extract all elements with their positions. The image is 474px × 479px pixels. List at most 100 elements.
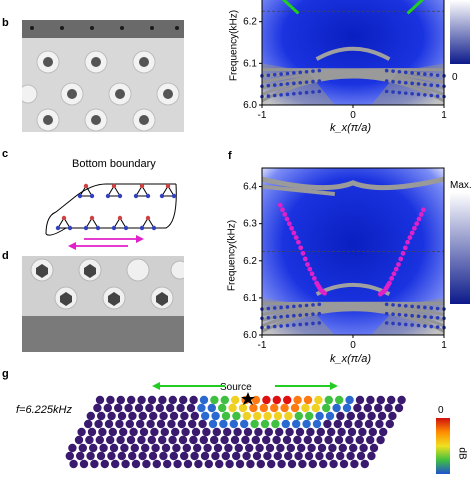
- boundary-schematic: [36, 172, 186, 252]
- top-plot-ylabel-wrap: Frequency(kHz): [225, 0, 239, 95]
- field-cell: [115, 420, 123, 428]
- bulk-dot: [391, 90, 395, 94]
- field-cell: [131, 444, 139, 452]
- bulk-dot: [436, 316, 440, 320]
- field-cell: [246, 460, 254, 468]
- field-cell: [214, 444, 222, 452]
- field-cell: [370, 444, 378, 452]
- field-cell: [180, 452, 188, 460]
- field-cell: [241, 436, 249, 444]
- field-cell: [114, 404, 122, 412]
- field-cell: [192, 428, 200, 436]
- field-cell: [263, 452, 271, 460]
- edge-state-point: [407, 235, 412, 240]
- field-cell: [170, 412, 178, 420]
- field-cell: [97, 452, 105, 460]
- field-cell: [323, 420, 331, 428]
- edge-state-point: [387, 281, 392, 286]
- field-map: [60, 378, 420, 474]
- field-cell: [178, 420, 186, 428]
- field-cell: [336, 452, 344, 460]
- field-cell: [376, 436, 384, 444]
- panel-label-c: c: [2, 148, 8, 160]
- field-cell: [213, 428, 221, 436]
- field-cell: [357, 452, 365, 460]
- field-cell: [361, 460, 369, 468]
- bottom-colorbar: [450, 192, 470, 304]
- field-cell: [304, 396, 312, 404]
- lattice-node: [68, 226, 72, 230]
- field-cell: [317, 428, 325, 436]
- edge-state-point: [291, 231, 296, 236]
- top-plot-ylabel: Frequency(kHz): [229, 1, 240, 91]
- bulk-dot: [267, 325, 271, 329]
- bulk-dot: [279, 324, 283, 328]
- bulk-dot: [404, 81, 408, 85]
- photo-lattice-top: [22, 20, 184, 132]
- panel-label-g: g: [2, 368, 9, 380]
- field-cell: [337, 428, 345, 436]
- field-cell: [358, 428, 366, 436]
- edge-state-point: [298, 245, 303, 250]
- y-tick-label: 6.3: [243, 219, 257, 230]
- bottom-colorbar-label: Max.: [450, 180, 472, 191]
- bulk-dot: [292, 82, 296, 86]
- field-cell: [302, 420, 310, 428]
- bulk-dot: [404, 313, 408, 317]
- field-cell: [94, 420, 102, 428]
- field-cell: [267, 460, 275, 468]
- field-cell: [228, 404, 236, 412]
- field-cell: [336, 412, 344, 420]
- field-cell: [343, 404, 351, 412]
- bulk-dot: [292, 92, 296, 96]
- bulk-dot: [404, 91, 408, 95]
- field-cell: [163, 460, 171, 468]
- field-cell: [170, 452, 178, 460]
- lattice-node: [140, 226, 144, 230]
- lattice-node: [140, 184, 144, 188]
- field-cell: [322, 404, 330, 412]
- bulk-dot: [391, 322, 395, 326]
- field-cell: [96, 436, 104, 444]
- field-cell: [127, 396, 135, 404]
- field-colorbar-tick: 0: [438, 405, 444, 416]
- field-cell: [120, 444, 128, 452]
- field-cell: [367, 452, 375, 460]
- field-cell: [296, 428, 304, 436]
- field-cell: [284, 412, 292, 420]
- field-cell: [262, 396, 270, 404]
- bulk-dot: [410, 71, 414, 75]
- bulk-dot: [298, 323, 302, 327]
- bulk-dot: [417, 93, 421, 97]
- field-cell: [312, 404, 320, 412]
- field-cell: [151, 444, 159, 452]
- field-cell: [107, 452, 115, 460]
- field-cell: [386, 420, 394, 428]
- field-cell: [194, 460, 202, 468]
- bulk-dot: [273, 315, 277, 319]
- y-tick-label: 6.1: [243, 58, 257, 69]
- field-cell: [325, 396, 333, 404]
- field-cell: [200, 436, 208, 444]
- field-cell: [245, 444, 253, 452]
- field-cell: [244, 428, 252, 436]
- field-cell: [313, 420, 321, 428]
- top-colorbar: [450, 0, 470, 64]
- bulk-dot: [292, 305, 296, 309]
- bulk-dot: [423, 83, 427, 87]
- field-cell: [135, 404, 143, 412]
- field-cell: [367, 412, 375, 420]
- edge-state-point: [296, 240, 301, 245]
- bulk-dot: [404, 323, 408, 327]
- edge-state-point: [394, 267, 399, 272]
- field-cell: [141, 444, 149, 452]
- field-cell: [276, 444, 284, 452]
- bulk-dot: [267, 73, 271, 77]
- bulk-dot: [398, 70, 402, 74]
- bulk-dot: [318, 69, 322, 73]
- edge-state-point: [417, 217, 422, 222]
- bulk-dot: [404, 71, 408, 75]
- field-cell: [156, 404, 164, 412]
- edge-state-point: [287, 221, 292, 226]
- field-cell: [387, 396, 395, 404]
